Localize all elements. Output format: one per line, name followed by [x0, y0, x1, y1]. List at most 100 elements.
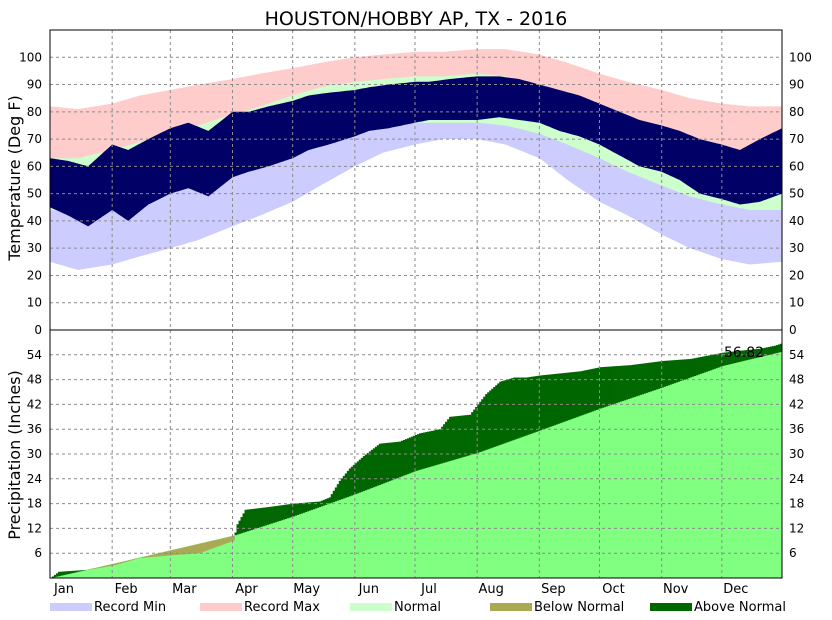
precip-below-normal-bar — [226, 537, 229, 543]
precip-tick-left: 12 — [27, 521, 42, 535]
precip-above-normal-bar — [302, 502, 305, 513]
temp-tick-left: 20 — [27, 268, 42, 282]
temp-tick-left: 60 — [27, 159, 42, 173]
precip-below-normal-bar — [218, 539, 221, 546]
precip-above-normal-bar — [274, 506, 277, 523]
precip-below-normal-bar — [104, 565, 107, 567]
precip-above-normal-bar — [78, 570, 81, 572]
precip-below-normal-bar — [98, 567, 101, 569]
temp-tick-right: 20 — [789, 268, 804, 282]
precipitation-panel: 6 12 18 24 30 36 42 48 54 6 12 18 24 30 36 42 48 54 56.8… — [27, 329, 804, 579]
temp-tick-right: 90 — [789, 78, 804, 92]
precip-above-normal-bar — [336, 484, 340, 501]
precip-above-normal-bar — [519, 377, 522, 438]
precip-above-normal-bar — [471, 412, 474, 455]
precip-above-normal-bar — [449, 416, 452, 461]
precip-above-normal-bar — [286, 504, 289, 519]
precip-above-normal-bar — [433, 430, 436, 466]
precip-above-normal-bar — [60, 571, 63, 576]
precip-above-normal-bar — [404, 439, 408, 475]
precip-below-normal-bar — [128, 560, 131, 562]
precip-tick-left: 42 — [27, 397, 42, 411]
precip-above-normal-bar — [412, 435, 416, 472]
precip-above-normal-bar — [342, 475, 346, 499]
temp-tick-left: 10 — [27, 296, 42, 310]
precip-tick-right: 30 — [789, 447, 804, 461]
precip-below-normal-bar — [166, 551, 169, 556]
precip-above-normal-bar — [282, 504, 285, 520]
month-label: Dec — [723, 582, 748, 597]
precip-above-normal-bar — [483, 396, 486, 451]
precip-above-normal-bar — [326, 498, 330, 505]
precip-above-normal-bar — [647, 362, 650, 393]
precip-above-normal-bar — [669, 360, 672, 385]
precipitation-frame — [49, 329, 783, 579]
precip-tick-left: 24 — [27, 472, 42, 486]
precip-above-normal-bar — [437, 429, 440, 465]
precip-below-normal-bar — [184, 547, 187, 555]
precip-above-normal-bar — [264, 507, 267, 526]
precip-below-normal-bar — [116, 563, 119, 565]
precip-below-normal-bar — [196, 544, 199, 554]
precip-above-normal-bar — [477, 404, 480, 453]
precip-below-normal-bar — [162, 552, 165, 556]
precip-above-normal-bar — [651, 362, 654, 391]
precip-above-normal-bar — [691, 358, 695, 377]
precip-above-normal-bar — [441, 426, 444, 464]
precip-tick-right: 36 — [789, 422, 804, 436]
precip-below-normal-bar — [110, 564, 113, 566]
temp-tick-left: 100 — [19, 50, 42, 64]
legend-label: Normal — [394, 600, 441, 615]
precip-above-normal-bar — [324, 499, 328, 505]
precip-above-normal-bar — [268, 506, 271, 525]
precip-above-normal-bar — [711, 354, 715, 370]
precip-above-normal-bar — [617, 365, 620, 403]
precip-above-normal-bar — [509, 378, 512, 442]
precip-above-normal-bar — [627, 365, 630, 400]
precip-above-normal-bar — [653, 362, 656, 391]
precip-tick-right: 42 — [789, 397, 804, 411]
precip-below-normal-bar — [152, 554, 155, 557]
precip-above-normal-bar — [443, 424, 446, 463]
precip-above-normal-bar — [246, 509, 249, 532]
precip-above-normal-bar — [613, 366, 616, 404]
precip-below-normal-bar — [220, 538, 223, 546]
precip-below-normal-bar — [102, 566, 105, 568]
precip-below-normal-bar — [156, 553, 159, 557]
precip-above-normal-bar — [356, 461, 360, 494]
precip-above-normal-bar — [623, 365, 626, 401]
precip-above-normal-bar — [330, 494, 334, 503]
legend-swatch — [50, 603, 92, 611]
precip-above-normal-bar — [643, 363, 646, 394]
precip-above-normal-bar — [591, 368, 594, 412]
precip-above-normal-bar — [531, 376, 534, 434]
chart-title: HOUSTON/HOBBY AP, TX - 2016 — [265, 8, 568, 30]
legend-swatch — [200, 603, 242, 611]
precip-below-normal-bar — [192, 545, 195, 554]
legend-label: Above Normal — [694, 600, 786, 615]
precip-above-normal-bar — [547, 374, 550, 428]
precip-above-normal-bar — [358, 459, 362, 493]
precip-above-normal-bar — [66, 571, 69, 575]
precip-above-normal-bar — [421, 432, 424, 470]
precip-above-normal-bar — [70, 570, 73, 574]
precip-above-normal-bar — [747, 349, 751, 360]
precip-above-normal-bar — [80, 570, 83, 572]
precip-above-normal-bar — [517, 377, 520, 439]
precip-above-normal-bar — [252, 508, 255, 530]
precip-above-normal-bar — [559, 373, 562, 424]
precip-below-normal-bar — [172, 549, 175, 556]
precip-above-normal-bar — [677, 359, 681, 382]
precip-above-normal-bar — [314, 501, 318, 509]
temp-tick-left: 0 — [34, 323, 42, 337]
precip-above-normal-bar — [310, 502, 314, 510]
precip-below-normal-bar — [188, 546, 191, 554]
precip-above-normal-bar — [316, 501, 320, 508]
precip-above-normal-bar — [262, 507, 265, 527]
precip-above-normal-bar — [260, 507, 263, 527]
precip-above-normal-bar — [673, 360, 677, 384]
precip-above-normal-bar — [390, 442, 394, 481]
precip-below-normal-bar — [228, 536, 231, 543]
precip-below-normal-bar — [92, 568, 95, 570]
precip-above-normal-bar — [631, 364, 634, 398]
